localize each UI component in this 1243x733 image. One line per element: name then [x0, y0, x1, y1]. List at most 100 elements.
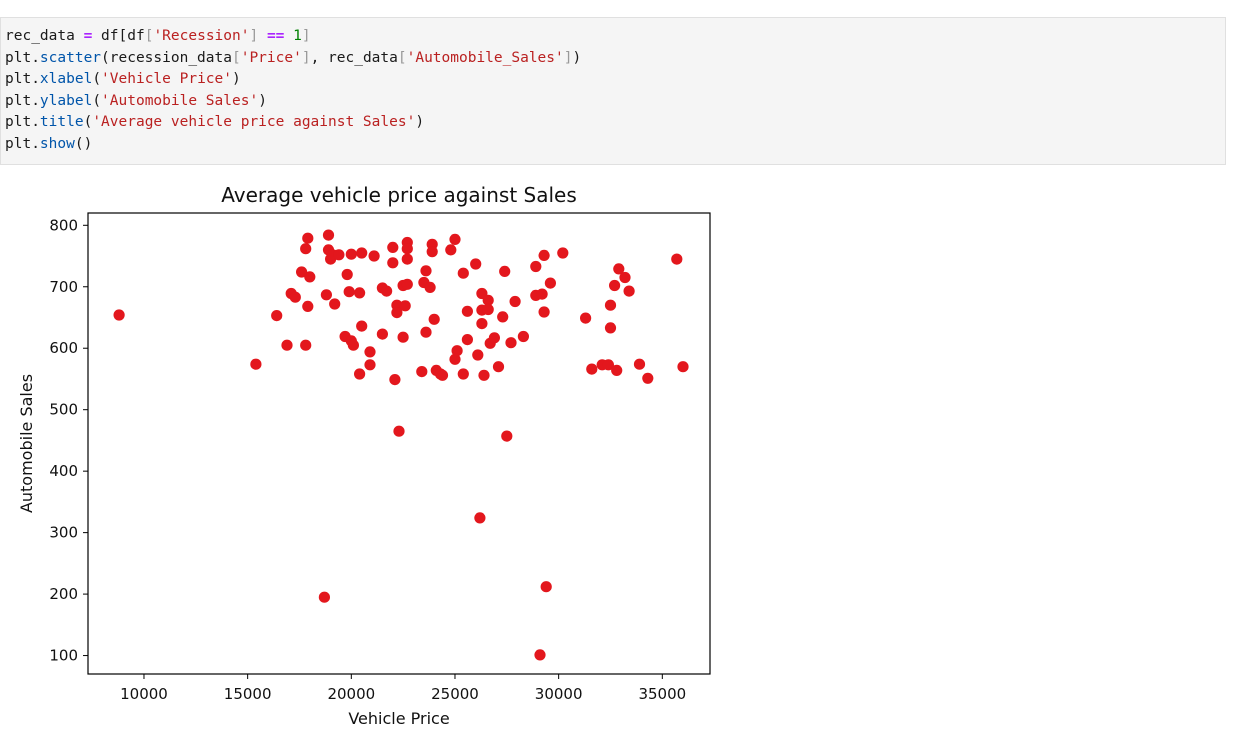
code-token: [	[118, 28, 128, 44]
y-tick-label: 600	[49, 339, 78, 357]
code-token: df	[127, 28, 145, 44]
scatter-point	[387, 241, 399, 253]
scatter-point	[426, 246, 438, 258]
y-tick-label: 700	[49, 278, 78, 296]
scatter-point	[397, 331, 409, 343]
code-token: plt.	[5, 49, 40, 66]
scatter-point	[341, 268, 353, 281]
code-token	[258, 28, 267, 44]
scatter-point	[544, 277, 557, 289]
scatter-point	[633, 358, 646, 370]
x-tick-label: 20000	[327, 685, 375, 703]
code-editor[interactable]: rec_data = df[df['Recession'] == 1] plt.s…	[5, 26, 1221, 155]
scatter-point	[322, 229, 335, 241]
scatter-point	[300, 243, 312, 255]
scatter-point	[368, 250, 380, 262]
code-token: 'Average vehicle price against Sales'	[92, 114, 416, 130]
scatter-point	[482, 303, 494, 316]
scatter-point	[604, 322, 617, 334]
code-token: )	[415, 114, 425, 130]
scatter-point	[329, 298, 341, 310]
scatter-point	[356, 320, 368, 332]
scatter-point	[474, 512, 486, 524]
x-axis-label: Vehicle Price	[348, 709, 449, 728]
scatter-point	[540, 581, 552, 593]
scatter-point	[534, 649, 546, 661]
scatter-point	[642, 372, 654, 384]
code-token: title	[39, 114, 84, 130]
scatter-point	[436, 369, 449, 381]
code-line: plt.show()	[5, 134, 1221, 156]
code-token: plt.	[5, 92, 40, 109]
scatter-point	[476, 318, 488, 330]
scatter-point	[623, 285, 635, 297]
scatter-point	[389, 374, 401, 386]
scatter-point	[449, 353, 461, 365]
scatter-point	[613, 263, 625, 275]
scatter-point	[478, 369, 490, 381]
code-token: ]	[563, 49, 573, 66]
code-token: )	[572, 49, 582, 66]
scatter-point	[609, 279, 621, 292]
scatter-point	[401, 253, 413, 265]
scatter-point	[393, 425, 405, 437]
scatter-point	[424, 281, 436, 293]
code-token: show	[39, 135, 75, 152]
scatter-point	[457, 368, 469, 380]
code-token: 1	[293, 28, 302, 44]
code-token: ]	[301, 49, 311, 66]
code-token: )	[232, 71, 241, 87]
code-token: ()	[74, 135, 93, 152]
scatter-point	[333, 249, 345, 261]
scatter-point	[445, 244, 457, 256]
scatter-point	[677, 361, 689, 373]
x-tick-label: 35000	[638, 685, 686, 703]
chart-title: Average vehicle price against Sales	[221, 183, 577, 207]
plot-frame	[87, 212, 711, 675]
code-token: ]	[301, 28, 311, 44]
scatter-point	[364, 359, 376, 371]
scatter-point	[318, 591, 330, 603]
code-token	[284, 28, 293, 44]
code-token: ylabel	[39, 92, 93, 109]
scatter-point	[376, 328, 388, 340]
scatter-point	[387, 257, 399, 269]
code-token: (	[92, 71, 102, 87]
code-token: 'Vehicle Price'	[101, 71, 232, 87]
code-token: 'Automobile Sales'	[101, 92, 259, 109]
code-token: plt.	[5, 71, 40, 87]
code-line: plt.xlabel('Vehicle Price')	[5, 69, 1221, 91]
scatter-point	[296, 266, 308, 278]
plot-area	[87, 212, 711, 675]
code-token: ]	[249, 28, 259, 44]
x-tick-label: 25000	[431, 685, 479, 703]
scatter-point	[300, 339, 312, 351]
code-token: =	[83, 28, 93, 44]
scatter-point	[538, 306, 550, 318]
code-token: ==	[266, 28, 285, 44]
scatter-point	[401, 278, 413, 290]
x-axis: 10000 15000 20000 25000 30000 35000	[120, 674, 686, 703]
code-token: df	[92, 28, 119, 44]
scatter-point	[492, 361, 505, 373]
code-token: (recession_data	[101, 49, 232, 66]
scatter-point	[345, 248, 357, 260]
y-tick-label: 400	[49, 462, 78, 480]
code-cell[interactable]: rec_data = df[df['Recession'] == 1] plt.s…	[0, 17, 1226, 165]
code-token: plt.	[5, 135, 40, 152]
scatter-point	[399, 300, 411, 312]
scatter-point	[499, 265, 511, 277]
scatter-point	[470, 258, 482, 270]
scatter-point	[671, 253, 683, 265]
code-token: )	[258, 92, 267, 109]
y-tick-label: 200	[49, 585, 78, 603]
code-line: rec_data = df[df['Recession'] == 1]	[5, 26, 1221, 48]
code-token: (	[83, 114, 93, 130]
code-token: 'Automobile_Sales'	[406, 49, 564, 66]
scatter-point	[428, 313, 440, 325]
code-token: scatter	[39, 49, 102, 66]
scatter-point	[586, 363, 598, 375]
scatter-point	[354, 368, 366, 380]
scatter-point	[451, 345, 463, 357]
scatter-point	[320, 289, 332, 301]
